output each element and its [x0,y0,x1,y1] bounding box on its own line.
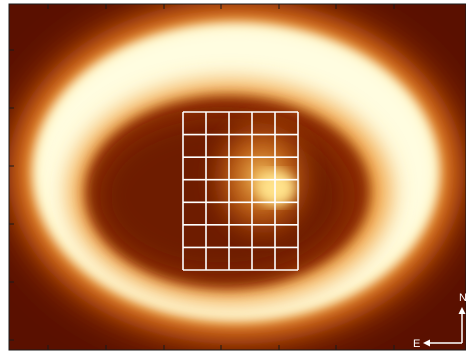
east-arrowhead-icon [423,339,430,347]
axis-ticks [9,4,395,350]
east-label: E [413,338,420,350]
north-label: N [459,292,466,304]
image-border [8,3,466,351]
compass-rose: N E [413,292,466,350]
north-arrowhead-icon [458,307,466,314]
ifu-grid-overlay [182,111,299,271]
